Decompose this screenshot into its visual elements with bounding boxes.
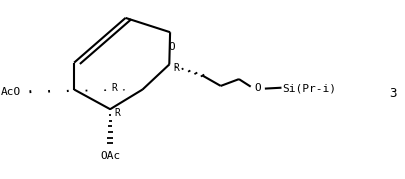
Text: OAc: OAc bbox=[100, 151, 120, 161]
Text: O: O bbox=[169, 42, 175, 52]
Text: 3: 3 bbox=[389, 87, 396, 100]
Text: R: R bbox=[111, 83, 117, 93]
Text: AcO: AcO bbox=[1, 87, 21, 97]
Text: Si(Pr-i): Si(Pr-i) bbox=[283, 84, 337, 94]
Text: O: O bbox=[254, 83, 261, 93]
Text: R: R bbox=[114, 108, 120, 118]
Text: R: R bbox=[173, 63, 179, 73]
